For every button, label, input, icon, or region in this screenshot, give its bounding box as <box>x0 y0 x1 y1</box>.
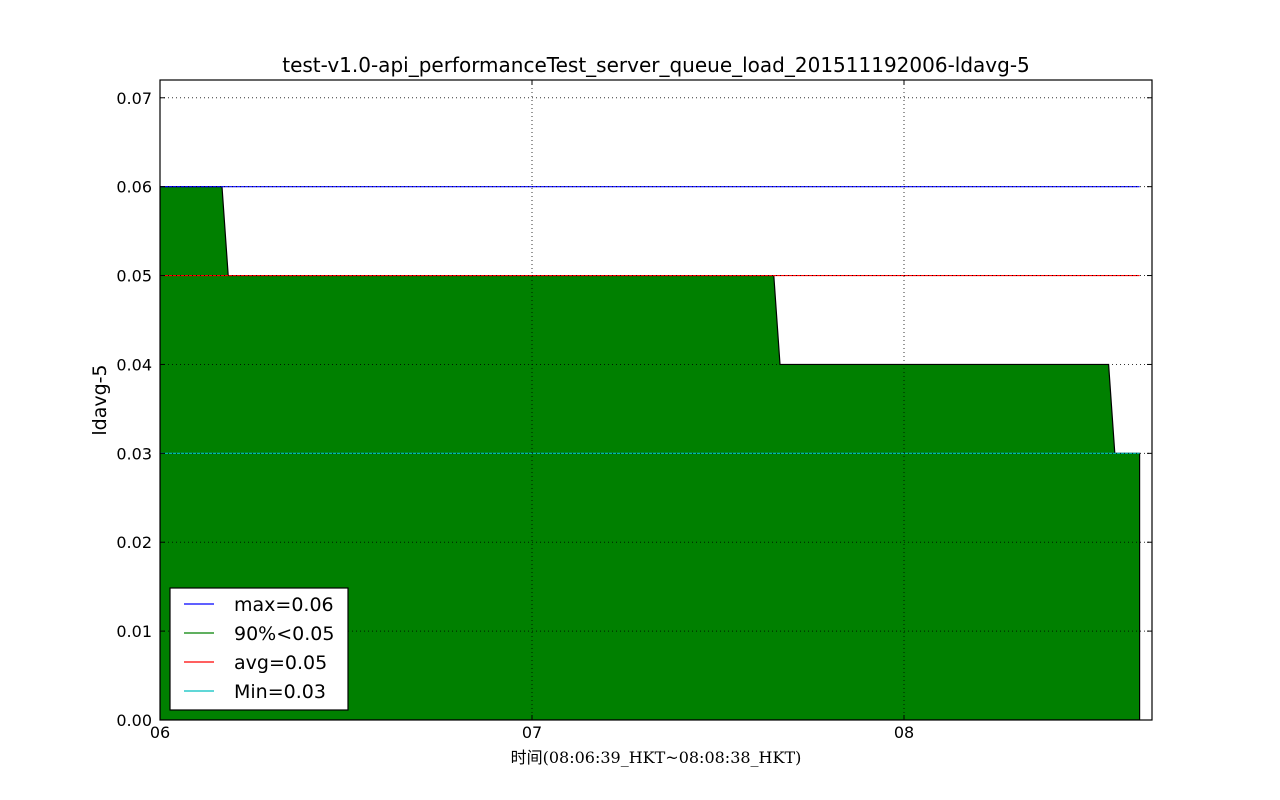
x-tick-label: 06 <box>150 723 170 742</box>
plot-area: 0.00 0.01 0.02 0.03 0.04 0.05 0.06 0.07 06 07 08 <box>116 79 1153 742</box>
y-tick-label: 0.01 <box>116 622 152 641</box>
legend-label: 90%<0.05 <box>234 623 334 645</box>
legend-label: max=0.06 <box>234 594 334 616</box>
y-tick-label: 0.06 <box>116 178 152 197</box>
y-tick-label: 0.03 <box>116 444 152 463</box>
y-tick-label: 0.07 <box>116 89 152 108</box>
legend-box <box>169 587 349 711</box>
x-tick-label: 07 <box>522 723 542 742</box>
y-tick-label: 0.02 <box>116 533 152 552</box>
chart-title: test-v1.0-api_performanceTest_server_que… <box>282 53 1030 77</box>
plot-frame <box>159 79 1153 721</box>
x-tick-label: 08 <box>894 723 914 742</box>
y-tick-label: 0.00 <box>116 711 152 730</box>
y-tick-label: 0.04 <box>116 355 152 374</box>
legend-label: Min=0.03 <box>234 681 326 703</box>
y-tick-label: 0.05 <box>116 267 152 286</box>
legend-label: avg=0.05 <box>234 652 327 674</box>
y-axis-label: ldavg-5 <box>89 364 111 435</box>
legend: max=0.06 90%<0.05 avg=0.05 Min=0.03 <box>169 587 349 711</box>
x-axis-label: 时间(08:06:39_HKT~08:08:38_HKT) <box>511 748 802 767</box>
